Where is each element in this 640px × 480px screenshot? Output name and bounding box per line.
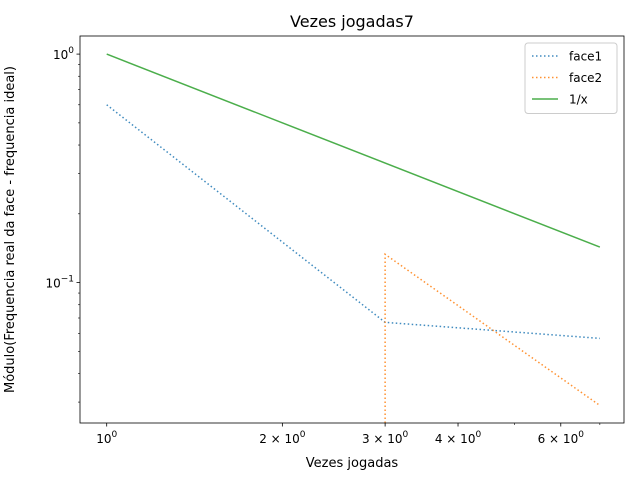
series-line-1 (106, 104, 600, 340)
legend-label: face2 (569, 71, 602, 85)
x-tick-label: 3 × 100 (362, 430, 409, 446)
legend-box (524, 42, 618, 114)
series-line-3 (106, 53, 601, 248)
y-axis: 100 10−1 (45, 46, 80, 403)
series-line-2 (384, 252, 601, 423)
x-tick-label: 4 × 100 (435, 430, 482, 446)
x-tick-label: 2 × 100 (259, 430, 306, 446)
x-tick-label: 100 (96, 430, 117, 446)
x-tick-label: 6 × 100 (538, 430, 585, 446)
x-axis-label: Vezes jogadas (306, 456, 399, 471)
axes-frame (79, 35, 625, 424)
series-layer (106, 53, 601, 423)
legend-label: 1/x (569, 93, 588, 107)
legend-label: face1 (569, 50, 602, 64)
legend: face1 face2 1/x (524, 42, 618, 114)
chart-title: Vezes jogadas7 (290, 12, 414, 31)
y-tick-label: 100 (53, 46, 74, 62)
y-tick-label: 10−1 (45, 275, 74, 291)
y-axis-label: Módulo(Frequencia real da face - frequen… (3, 66, 18, 393)
x-axis: 100 2 × 100 3 × 100 4 × 100 6 × 100 (96, 423, 601, 446)
